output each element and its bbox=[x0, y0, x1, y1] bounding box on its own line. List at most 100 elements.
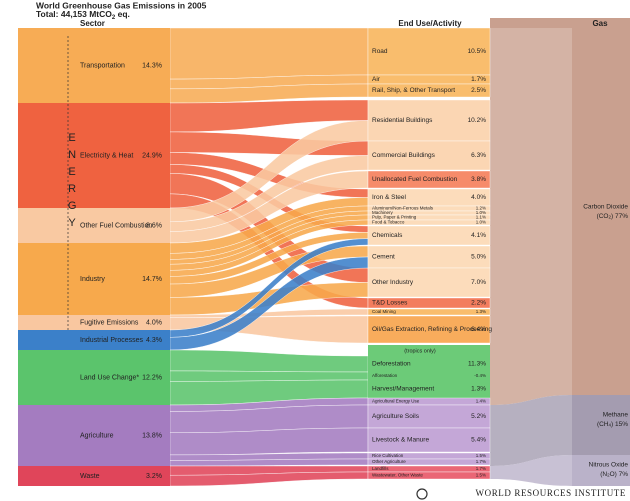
end-use-value: 1.7% bbox=[476, 459, 486, 464]
end-use-label: Residential Buildings bbox=[372, 117, 433, 124]
sector-value: 3.2% bbox=[146, 473, 162, 480]
sector-value: 8.6% bbox=[146, 222, 162, 229]
end-use-label: T&D Losses bbox=[372, 300, 408, 307]
end-use-label: Agricultural Energy Use bbox=[372, 399, 420, 404]
sector-label: Fugitive Emissions bbox=[80, 319, 139, 326]
sector-label: Electricity & Heat bbox=[80, 152, 133, 159]
end-use-value: 2.5% bbox=[471, 87, 486, 94]
land-use-box-top bbox=[368, 345, 490, 356]
end-use-label: Road bbox=[372, 48, 388, 55]
end-use-label: Pulp, Paper & Printing bbox=[372, 215, 417, 220]
end-use-label: Wastewater, Other Waste bbox=[372, 473, 423, 478]
flows bbox=[169, 18, 630, 487]
end-use-box bbox=[367, 471, 491, 480]
end-use-value: 4.1% bbox=[471, 232, 486, 239]
gas-flow bbox=[490, 395, 572, 466]
end-use-label: Rice Cultivation bbox=[372, 453, 404, 458]
gas-formula: (N2O) 7% bbox=[600, 471, 628, 478]
end-use-value: 11.3% bbox=[468, 361, 486, 368]
sector-block bbox=[18, 208, 170, 243]
sector-value: 12.2% bbox=[142, 374, 162, 381]
end-use-label: Chemicals bbox=[372, 232, 403, 239]
end-use-value: 1.3% bbox=[476, 309, 486, 314]
logo bbox=[416, 488, 428, 500]
gas-header: Gas bbox=[592, 19, 608, 28]
gas-formula-post: O) 7% bbox=[610, 471, 629, 478]
end-use-value: 1.2% bbox=[476, 206, 486, 211]
gas-formula-sub: 2 bbox=[607, 473, 610, 478]
end-use-value: 1.7% bbox=[471, 76, 486, 83]
gas-formula-post: ) 15% bbox=[611, 421, 628, 428]
foreground: Transportation 14.3%Electricity & Heat 24.… bbox=[18, 27, 629, 486]
end-use-value: 1.4% bbox=[476, 399, 486, 404]
end-use-label: Oil/Gas Extraction, Refining & Processin… bbox=[372, 326, 492, 333]
end-use-label: Landfills bbox=[372, 466, 389, 471]
sector-value: 4.3% bbox=[146, 337, 162, 344]
end-use-value: 1.0% bbox=[476, 210, 486, 215]
sector-value: 4.0% bbox=[146, 319, 162, 326]
end-use-label: Other Agriculture bbox=[372, 459, 406, 464]
footer-band bbox=[0, 487, 630, 501]
end-use-value: 6.3% bbox=[471, 152, 486, 159]
sector-label: Industrial Processes bbox=[80, 337, 144, 344]
end-use-value: 1.3% bbox=[471, 386, 486, 393]
title: World Greenhouse Gas Emissions in 2005 bbox=[36, 0, 207, 10]
end-use-box bbox=[367, 267, 491, 298]
end-use-value: 1.5% bbox=[476, 473, 486, 478]
sector-label-text: Other Fuel Combustion bbox=[80, 222, 152, 229]
gas-flow bbox=[490, 28, 572, 405]
end-use-box bbox=[367, 458, 491, 466]
end-use-label: Other Industry bbox=[372, 279, 414, 286]
sector-value: 14.3% bbox=[142, 62, 162, 69]
sector-block bbox=[18, 405, 170, 466]
gas-column-top bbox=[490, 18, 630, 28]
end-use-label: Commercial Buildings bbox=[372, 152, 436, 159]
end-use-box bbox=[368, 372, 490, 380]
end-use-label: Food & Tobacco bbox=[372, 220, 405, 225]
flow bbox=[169, 370, 369, 382]
end-use-header: End Use/Activity bbox=[398, 19, 462, 28]
sector-block bbox=[18, 103, 170, 208]
gas-name: Carbon Dioxide bbox=[583, 204, 628, 211]
end-use-box bbox=[367, 83, 491, 98]
sector-label: Industry bbox=[80, 276, 105, 283]
sector-label: Land Use Change* bbox=[80, 374, 139, 381]
end-use-box bbox=[368, 356, 490, 372]
sector-block bbox=[18, 466, 170, 486]
end-use-value: 1.1% bbox=[476, 215, 486, 220]
sector-value: 14.7% bbox=[142, 276, 162, 283]
end-use-label: Rail, Ship, & Other Transport bbox=[372, 87, 455, 94]
sector-value: 13.8% bbox=[142, 432, 162, 439]
end-use-value: 4.0% bbox=[471, 194, 486, 201]
gas-formula: (CO2) 77% bbox=[597, 213, 629, 220]
gas-formula-sub: 2 bbox=[609, 215, 612, 220]
gas-formula-pre: (CH bbox=[597, 421, 609, 428]
end-use-box bbox=[367, 315, 491, 344]
gas-formula-sub: 4 bbox=[609, 423, 612, 428]
end-use-value: 10.2% bbox=[468, 117, 487, 124]
total: Total: 44,153 MtCO2 eq. bbox=[36, 9, 130, 20]
end-use-box bbox=[368, 380, 490, 398]
end-use-label: Afforestation bbox=[372, 373, 398, 378]
end-use-value: 5.0% bbox=[471, 254, 486, 261]
end-use-box bbox=[367, 225, 491, 246]
end-use-box bbox=[367, 308, 491, 316]
gas-block bbox=[572, 455, 630, 486]
sector-header: Sector bbox=[80, 19, 105, 28]
sector-label: Waste bbox=[80, 473, 100, 480]
gas-formula-pre: (CO bbox=[597, 213, 609, 220]
end-use-label: Livestock & Manure bbox=[372, 437, 429, 444]
sector-label: Other Fuel Combustion bbox=[80, 222, 152, 229]
end-use-value: 7.0% bbox=[471, 279, 486, 286]
end-use-label: Air bbox=[372, 76, 381, 83]
end-use-box bbox=[367, 427, 491, 453]
end-use-label: Machinery bbox=[372, 210, 394, 215]
end-use-value: 5.4% bbox=[471, 437, 486, 444]
end-use-label: Coal Mining bbox=[372, 309, 396, 314]
footer: WORLD RESOURCES INSTITUTE bbox=[476, 488, 627, 498]
end-use-label: Deforestation bbox=[372, 361, 411, 368]
sector-label: Agriculture bbox=[80, 432, 114, 439]
end-use-value: 1.5% bbox=[476, 453, 486, 458]
end-use-value: 1.7% bbox=[476, 466, 486, 471]
